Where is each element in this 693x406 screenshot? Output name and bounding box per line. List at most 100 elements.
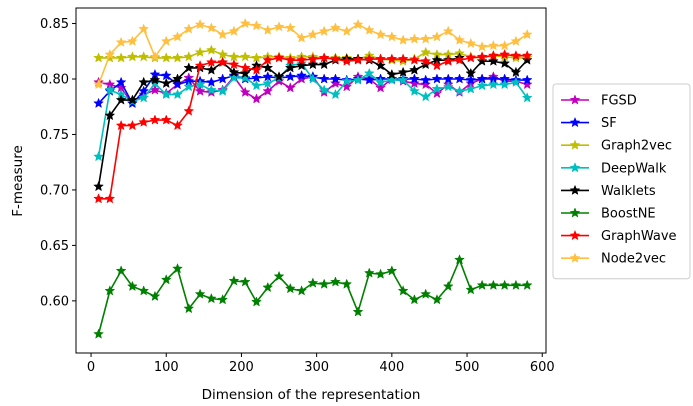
data-point-boostne — [273, 270, 285, 282]
data-point-boostne — [127, 280, 138, 292]
data-point-graphwave — [183, 105, 195, 116]
data-point-graphwave — [397, 53, 409, 64]
data-point-sf — [172, 78, 183, 90]
data-point-node2vec — [442, 25, 454, 36]
legend-marker — [569, 139, 581, 150]
data-point-graph2vec — [172, 52, 183, 63]
legend-marker — [569, 229, 581, 241]
data-point-deepwalk — [521, 92, 533, 103]
data-point-graphwave — [375, 53, 386, 64]
plot-frame — [75, 7, 547, 354]
data-point-walklets — [115, 94, 127, 105]
data-point-node2vec — [239, 17, 251, 29]
x-tick-label: 500 — [455, 360, 480, 375]
data-point-graphwave — [104, 193, 116, 204]
data-point-boostne — [194, 288, 206, 299]
data-point-graph2vec — [160, 52, 172, 63]
data-point-node2vec — [375, 28, 386, 40]
data-point-deepwalk — [307, 73, 319, 84]
data-point-graph2vec — [104, 52, 116, 63]
data-point-walklets — [307, 58, 319, 70]
data-point-graphwave — [386, 53, 398, 64]
data-point-walklets — [409, 64, 420, 75]
data-point-walklets — [93, 180, 104, 192]
x-tick-label: 600 — [530, 360, 555, 375]
legend-label: Walklets — [601, 184, 656, 199]
data-point-deepwalk — [239, 72, 251, 83]
data-point-boostne — [318, 278, 330, 289]
data-point-deepwalk — [442, 81, 454, 92]
data-point-node2vec — [127, 35, 138, 46]
data-point-graph2vec — [138, 51, 150, 62]
legend-marker — [569, 116, 581, 128]
data-point-fgsd — [194, 85, 206, 96]
data-point-sf — [465, 74, 477, 85]
data-point-boostne — [262, 281, 274, 293]
legend-item-deepwalk: DeepWalk — [561, 161, 667, 176]
x-tick-label: 0 — [87, 360, 95, 375]
data-point-node2vec — [307, 28, 319, 40]
data-point-walklets — [375, 60, 386, 71]
legend-item-graph2vec: Graph2vec — [561, 139, 672, 154]
data-point-graphwave — [228, 58, 240, 70]
data-point-graphwave — [273, 52, 285, 63]
data-point-node2vec — [521, 28, 533, 40]
data-point-boostne — [149, 290, 161, 302]
data-point-deepwalk — [487, 78, 499, 90]
legend-box — [552, 83, 691, 280]
data-point-deepwalk — [465, 83, 477, 94]
data-point-deepwalk — [330, 88, 341, 100]
data-point-graphwave — [217, 56, 229, 67]
data-point-node2vec — [93, 78, 104, 90]
data-point-deepwalk — [454, 85, 465, 96]
data-point-walklets — [499, 57, 511, 69]
data-point-deepwalk — [104, 84, 116, 95]
data-point-boostne — [104, 285, 116, 296]
data-point-sf — [284, 71, 296, 82]
data-point-node2vec — [228, 25, 240, 36]
series-node2vec — [93, 17, 533, 90]
data-point-boostne — [341, 278, 353, 289]
data-point-graphwave — [205, 56, 217, 67]
data-point-boostne — [476, 279, 488, 290]
legend-marker — [569, 252, 581, 263]
data-point-walklets — [521, 54, 533, 65]
data-point-graphwave — [363, 53, 375, 64]
data-point-sf — [431, 73, 443, 84]
data-point-node2vec — [454, 34, 465, 45]
data-point-node2vec — [296, 32, 307, 43]
data-point-boostne — [217, 294, 229, 305]
data-point-walklets — [476, 55, 488, 66]
data-point-sf — [409, 73, 420, 84]
data-point-node2vec — [352, 18, 364, 30]
series-deepwalk — [93, 57, 533, 162]
data-point-graph2vec — [420, 46, 432, 57]
data-point-node2vec — [465, 37, 477, 49]
data-point-boostne — [307, 277, 319, 288]
x-axis-label: Dimension of the representation — [202, 387, 421, 403]
legend-marker — [569, 94, 581, 105]
data-point-graphwave — [115, 119, 127, 131]
data-point-boostne — [93, 328, 104, 339]
data-point-node2vec — [217, 28, 229, 40]
x-axis: 0 100 200 300 400 500 600 — [87, 353, 555, 375]
data-point-boostne — [454, 254, 465, 265]
data-point-graph2vec — [127, 51, 138, 62]
legend-item-graphwave: GraphWave — [561, 229, 677, 244]
data-point-deepwalk — [217, 85, 229, 96]
data-point-graphwave — [138, 116, 150, 127]
data-point-boostne — [138, 285, 150, 296]
legend-marker — [569, 184, 581, 195]
data-point-fgsd — [296, 73, 307, 84]
legend-item-boostne: BoostNE — [561, 207, 656, 222]
data-point-node2vec — [172, 31, 183, 42]
data-point-boostne — [296, 285, 307, 296]
data-point-boostne — [510, 279, 522, 290]
data-point-fgsd — [375, 82, 386, 93]
data-point-sf — [296, 69, 307, 81]
legend-label: FGSD — [601, 94, 637, 109]
legend-item-walklets: Walklets — [561, 184, 656, 199]
y-tick-label: 0.80 — [40, 72, 69, 87]
data-point-node2vec — [160, 35, 172, 46]
